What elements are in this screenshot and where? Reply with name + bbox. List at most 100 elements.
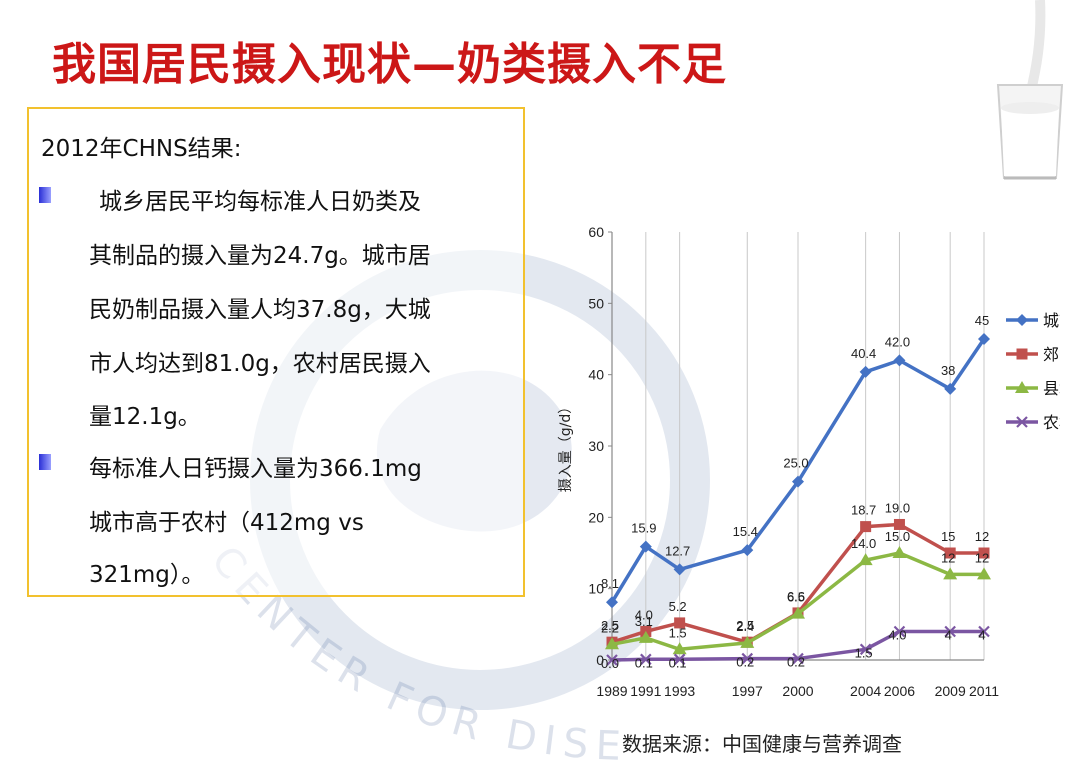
- data-point-郊区: [674, 617, 686, 629]
- data-point-县城: [977, 567, 991, 580]
- data-point-郊区: [860, 521, 872, 533]
- legend-label: 城市: [1043, 311, 1060, 330]
- data-label-城市: 12.7: [665, 543, 690, 558]
- data-label-郊区: 15: [941, 529, 955, 544]
- data-label-城市: 45: [975, 313, 989, 328]
- legend-label: 县城: [1043, 379, 1060, 398]
- data-point-城市: [859, 365, 872, 378]
- data-point-县城: [943, 567, 958, 580]
- data-label-农村: 1.5: [855, 645, 873, 660]
- data-point-农村: [893, 625, 906, 638]
- legend-marker-农村: [1016, 416, 1028, 428]
- y-axis-label: 摄入量（g/d）: [558, 400, 574, 493]
- data-point-县城: [740, 635, 755, 648]
- legend-label: 郊区: [1043, 345, 1060, 364]
- data-label-郊区: 2.5: [601, 618, 619, 633]
- x-tick-label: 2006: [884, 683, 915, 699]
- x-tick-label: 2000: [782, 683, 813, 699]
- data-point-县城: [638, 630, 653, 643]
- data-label-县城: 6.5: [787, 590, 805, 605]
- data-label-城市: 42.0: [885, 334, 910, 349]
- data-label-城市: 38: [941, 363, 955, 378]
- data-label-郊区: 6.6: [787, 589, 805, 604]
- x-tick-label: 2004: [850, 683, 881, 699]
- bullet2-line: 每标准人日钙摄入量为366.1mg: [89, 456, 422, 482]
- data-label-城市: 15.9: [631, 521, 656, 536]
- y-tick-label: 30: [588, 438, 604, 454]
- data-point-农村: [673, 653, 686, 666]
- x-tick-label: 2011: [969, 683, 999, 699]
- data-point-城市: [978, 333, 990, 345]
- data-label-县城: 2.4: [736, 619, 754, 634]
- data-point-农村: [606, 654, 618, 666]
- data-label-郊区: 18.7: [851, 503, 876, 518]
- summary-box: 2012年CHNS结果: 城乡居民平均每标准人日奶类及 其制品的摄入量为24.7…: [27, 107, 525, 597]
- bullet-marker: [39, 187, 51, 203]
- data-point-县城: [605, 637, 619, 650]
- y-tick-label: 10: [588, 581, 604, 597]
- data-point-城市: [792, 475, 804, 488]
- milk-glass-image: [996, 0, 1064, 180]
- data-label-郊区: 19.0: [885, 500, 910, 515]
- legend-label: 农村: [1043, 413, 1060, 432]
- bullet1-line: 量12.1g。: [89, 404, 201, 430]
- y-tick-label: 60: [588, 224, 604, 240]
- data-label-农村: 0.2: [736, 655, 754, 670]
- x-tick-label: 1993: [664, 683, 695, 699]
- data-label-郊区: 12: [975, 529, 989, 544]
- bullet1-line: 市人均达到81.0g，农村居民摄入: [89, 351, 431, 377]
- legend-marker-县城: [1015, 381, 1029, 393]
- bullet2-line: 城市高于农村（412mg vs: [89, 510, 364, 536]
- data-label-郊区: 4.0: [635, 607, 653, 622]
- y-tick-label: 0: [596, 652, 604, 668]
- data-label-农村: 0.1: [669, 655, 687, 670]
- data-point-县城: [672, 642, 687, 655]
- summary-intro: 2012年CHNS结果:: [41, 136, 242, 162]
- data-label-县城: 15.0: [885, 529, 910, 544]
- data-point-农村: [640, 653, 652, 666]
- y-tick-label: 50: [588, 295, 604, 311]
- y-tick-label: 20: [588, 509, 604, 525]
- data-point-县城: [892, 546, 907, 558]
- bullet1-line: 民奶制品摄入量人均37.8g，大城: [89, 297, 431, 323]
- slide-title: 我国居民摄入现状—奶类摄入不足: [52, 39, 727, 90]
- data-source-note: 数据来源：中国健康与营养调查: [622, 732, 902, 756]
- data-point-城市: [893, 354, 906, 367]
- data-point-城市: [639, 540, 652, 553]
- bullet2-line: 321mg）。: [89, 562, 205, 588]
- bullet1-line: 其制品的摄入量为24.7g。城市居: [89, 243, 431, 269]
- y-tick-label: 40: [588, 367, 604, 383]
- data-label-农村: 0.2: [787, 655, 805, 670]
- data-label-县城: 12: [941, 550, 955, 565]
- x-tick-label: 1997: [732, 683, 763, 699]
- data-point-农村: [978, 625, 990, 638]
- data-point-农村: [859, 643, 872, 656]
- data-point-城市: [741, 544, 754, 557]
- data-point-农村: [741, 652, 754, 665]
- data-point-城市: [944, 382, 957, 395]
- data-label-城市: 25.0: [783, 456, 808, 471]
- x-tick-label: 2009: [935, 683, 966, 699]
- data-label-县城: 3.1: [635, 614, 653, 629]
- data-label-农村: 4.0: [888, 627, 906, 642]
- data-label-郊区: 2.5: [736, 618, 754, 633]
- data-point-郊区: [893, 518, 905, 530]
- x-tick-label: 1991: [630, 683, 661, 699]
- legend-marker-郊区: [1016, 348, 1028, 360]
- data-point-农村: [944, 625, 956, 638]
- bullet1-line: 城乡居民平均每标准人日奶类及: [99, 189, 421, 215]
- data-label-农村: 4: [978, 627, 985, 642]
- data-point-郊区: [944, 547, 956, 559]
- data-label-农村: 4: [945, 627, 952, 642]
- data-point-县城: [791, 606, 805, 619]
- data-point-郊区: [978, 547, 990, 559]
- data-label-县城: 14.0: [851, 536, 876, 551]
- data-label-农村: 0.1: [635, 655, 653, 670]
- data-point-城市: [673, 563, 686, 576]
- data-point-农村: [792, 652, 804, 665]
- legend-marker-城市: [1016, 314, 1028, 326]
- data-label-县城: 2.2: [601, 620, 619, 635]
- data-point-县城: [858, 553, 873, 566]
- data-label-县城: 12: [975, 550, 989, 565]
